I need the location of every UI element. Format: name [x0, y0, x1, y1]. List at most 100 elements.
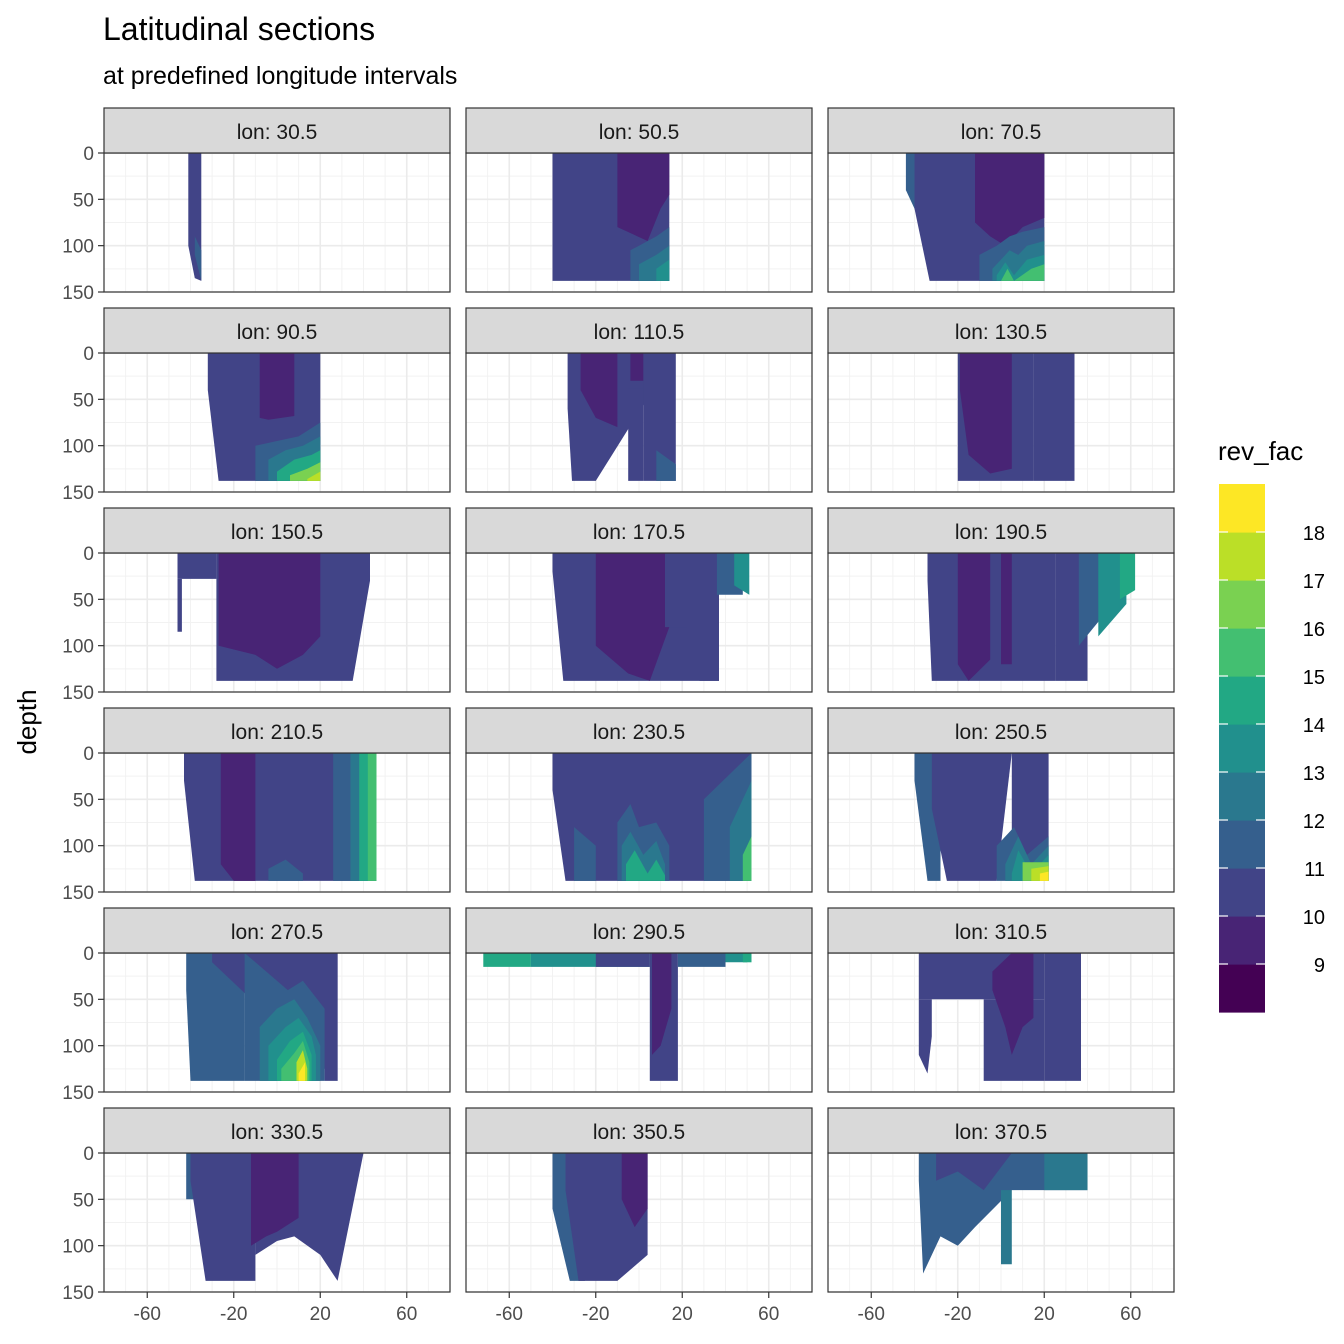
contour-bands: [918, 953, 1081, 1081]
contour-band: [617, 153, 670, 241]
contour-band: [1044, 953, 1081, 1081]
x-tick-label: 20: [1034, 1304, 1055, 1325]
legend-label: 9: [1314, 955, 1325, 977]
facet-strip: [827, 907, 1175, 954]
facet-strip-label: lon: 110.5: [594, 321, 685, 344]
x-tick-label: 20: [310, 1304, 331, 1325]
facet-strip-label: lon: 150.5: [231, 521, 323, 544]
contour-band: [656, 259, 670, 281]
facet-panel: lon: 370.5 -60 -20 20 60: [827, 1107, 1175, 1325]
facet-panel: lon: 330.5 0 50 100 150 -60 -20 20 60: [62, 1107, 451, 1325]
contour-band: [595, 953, 650, 967]
contour-band: [643, 353, 676, 481]
facet-strip-label: lon: 370.5: [955, 1121, 1047, 1144]
contour-band: [1119, 553, 1136, 600]
contour-band: [367, 753, 377, 881]
facet-strip: [103, 307, 451, 354]
y-tick-label: 150: [62, 683, 94, 704]
contour-bands: [483, 953, 752, 1081]
facet-strip-label: lon: 250.5: [955, 721, 1047, 744]
contour-band: [725, 953, 748, 963]
facet-panel: lon: 90.5 0 50 100 150: [62, 307, 451, 504]
y-tick-label: 0: [83, 944, 94, 965]
legend-color-step: [1219, 820, 1265, 869]
contour-band: [177, 553, 217, 579]
legend-label: 12: [1303, 811, 1325, 833]
facet-strip-label: lon: 210.5: [231, 721, 323, 744]
contour-bands: [207, 353, 321, 481]
legend-color-step: [1219, 964, 1265, 1013]
y-tick-label: 100: [62, 637, 94, 658]
facet-panel: lon: 150.5 0 50 100 150: [62, 507, 451, 704]
legend-color-step: [1219, 724, 1265, 773]
legend-label: 13: [1303, 763, 1325, 785]
contour-band: [595, 553, 670, 681]
contour-bands: [914, 753, 1049, 881]
contour-band: [194, 236, 202, 281]
facet-panel: lon: 190.5: [827, 507, 1175, 693]
y-tick-label: 50: [73, 1190, 94, 1211]
chart-title: Latitudinal sections: [103, 11, 375, 47]
facet-panel: lon: 270.5 0 50 100 150: [62, 907, 451, 1104]
contour-band: [218, 553, 321, 669]
y-tick-label: 50: [73, 590, 94, 611]
x-tick-label: 60: [758, 1304, 779, 1325]
legend-label: 15: [1303, 667, 1325, 689]
facet-panel: lon: 30.5 0 50 100 150: [62, 107, 451, 304]
contour-band: [975, 153, 1045, 246]
y-tick-label: 50: [73, 990, 94, 1011]
legend-label: 11: [1304, 859, 1325, 881]
contour-bands: [957, 353, 1075, 481]
facet-strip: [465, 307, 813, 354]
legend-color-step: [1219, 868, 1265, 917]
facet-strip: [827, 507, 1175, 554]
facet-strip: [465, 1107, 813, 1154]
facet-panels: lon: 30.5 0 50 100 150 lon: 50.5 lon: 70.5 lon:…: [62, 107, 1175, 1325]
contour-bands: [905, 153, 1045, 281]
contour-band: [630, 353, 644, 381]
contour-band: [574, 827, 596, 881]
facet-strip: [827, 1107, 1175, 1154]
facet-panel: lon: 230.5: [465, 707, 813, 893]
x-tick-label: -20: [220, 1304, 247, 1325]
legend-color-step: [1219, 532, 1265, 581]
contour-band: [552, 753, 752, 881]
y-tick-label: 100: [62, 837, 94, 858]
facet-strip-label: lon: 230.5: [593, 721, 685, 744]
contour-bands: [184, 753, 377, 881]
y-tick-label: 100: [62, 1237, 94, 1258]
legend-title: rev_fac: [1218, 436, 1303, 466]
contour-band: [652, 953, 672, 1055]
contour-band: [1001, 1190, 1012, 1265]
y-tick-label: 0: [83, 344, 94, 365]
y-tick-label: 100: [62, 1037, 94, 1058]
contour-bands: [552, 153, 670, 281]
facet-panel: lon: 70.5: [827, 107, 1175, 293]
x-tick-label: 20: [672, 1304, 693, 1325]
facet-panel: lon: 50.5: [465, 107, 813, 293]
y-tick-label: 50: [73, 390, 94, 411]
contour-band: [251, 1153, 299, 1246]
contour-band: [298, 1062, 306, 1081]
x-tick-label: -60: [134, 1304, 161, 1325]
y-tick-label: 150: [62, 1083, 94, 1104]
contour-band: [628, 388, 644, 481]
contour-bands: [552, 753, 752, 881]
legend-color-step: [1219, 676, 1265, 725]
contour-band: [742, 953, 752, 963]
facet-strip: [827, 307, 1175, 354]
contour-band: [927, 553, 1056, 681]
legend-color-step: [1219, 628, 1265, 677]
contour-band: [483, 953, 531, 967]
contour-band: [656, 450, 676, 481]
legend-color-step: [1219, 772, 1265, 821]
contour-band: [665, 553, 687, 628]
y-tick-label: 150: [62, 283, 94, 304]
y-axis-label: depth: [12, 689, 42, 754]
facet-panel: lon: 290.5: [465, 907, 813, 1093]
facet-strip-label: lon: 170.5: [593, 521, 685, 544]
y-tick-label: 0: [83, 144, 94, 165]
contour-band: [957, 553, 991, 681]
contour-band: [220, 753, 256, 881]
